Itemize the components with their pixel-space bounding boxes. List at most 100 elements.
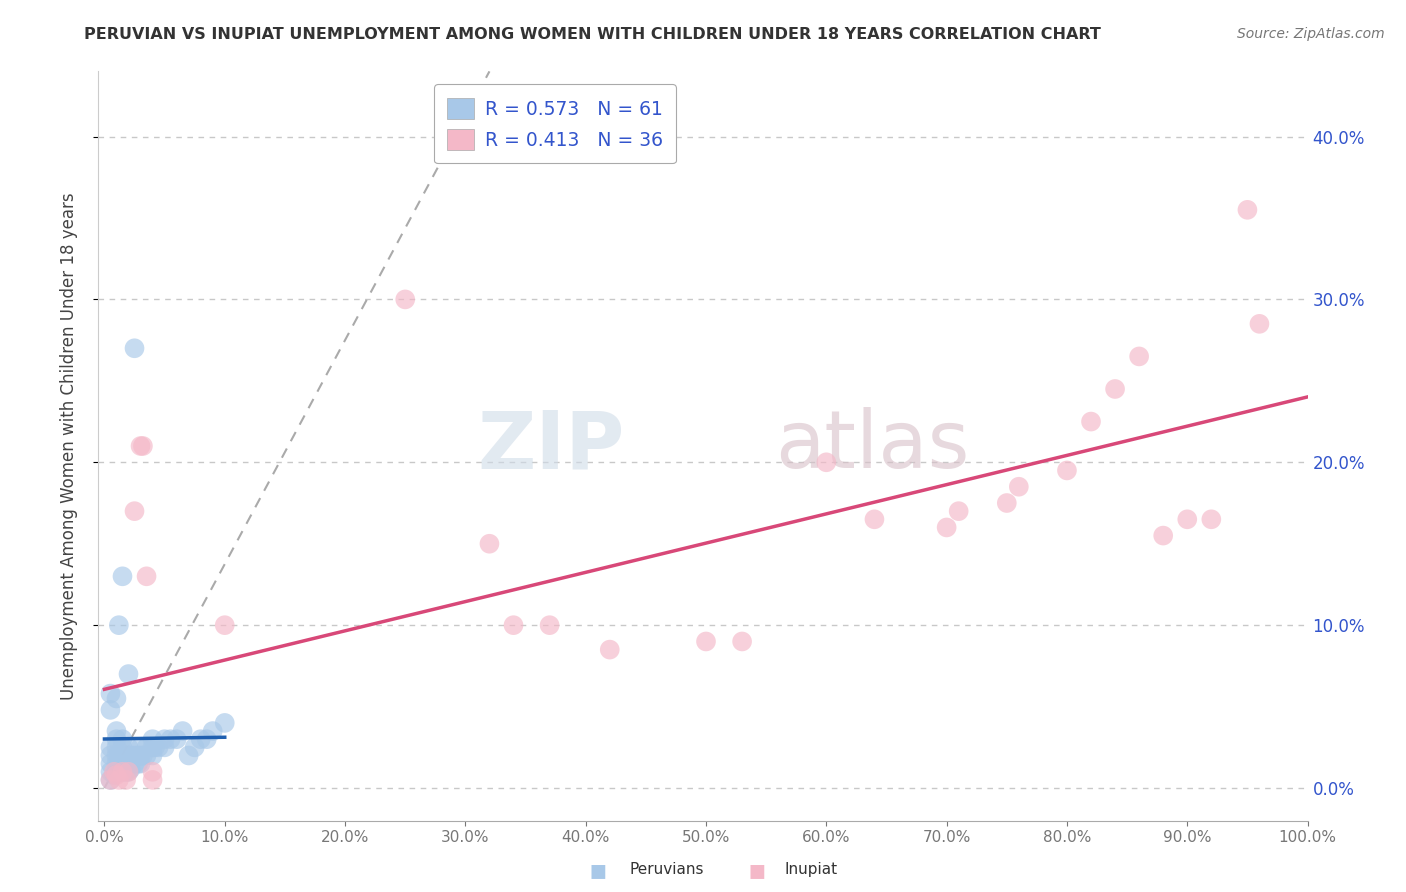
Point	[935, 520, 957, 534]
Point	[502, 618, 524, 632]
Point	[117, 764, 139, 779]
Point	[599, 642, 621, 657]
Point	[105, 691, 128, 706]
Text: ▪: ▪	[588, 855, 607, 884]
Point	[111, 732, 134, 747]
Point	[103, 764, 125, 779]
Point	[108, 748, 131, 763]
Point	[117, 667, 139, 681]
Point	[111, 748, 134, 763]
Point	[127, 756, 149, 771]
Point	[124, 504, 146, 518]
Point	[120, 762, 142, 776]
Point	[1236, 202, 1258, 217]
Point	[124, 756, 146, 771]
Point	[129, 439, 152, 453]
Point	[183, 740, 205, 755]
Point	[538, 618, 561, 632]
Point	[214, 618, 236, 632]
Point	[1008, 480, 1031, 494]
Point	[142, 748, 165, 763]
Point	[100, 756, 122, 771]
Point	[124, 748, 146, 763]
Text: atlas: atlas	[776, 407, 970, 485]
Point	[132, 748, 155, 763]
Point	[142, 772, 165, 787]
Point	[127, 748, 149, 763]
Point	[111, 569, 134, 583]
Point	[105, 724, 128, 739]
Text: ZIP: ZIP	[477, 407, 624, 485]
Point	[111, 764, 134, 779]
Point	[153, 740, 176, 755]
Text: Source: ZipAtlas.com: Source: ZipAtlas.com	[1237, 27, 1385, 41]
Point	[815, 455, 838, 469]
Point	[1128, 350, 1150, 364]
Point	[115, 772, 138, 787]
Point	[120, 748, 142, 763]
Point	[201, 724, 224, 739]
Point	[105, 756, 128, 771]
Point	[132, 439, 155, 453]
Y-axis label: Unemployment Among Women with Children Under 18 years: Unemployment Among Women with Children U…	[59, 192, 77, 700]
Point	[142, 764, 165, 779]
Point	[108, 756, 131, 771]
Point	[117, 764, 139, 779]
Point	[135, 748, 157, 763]
Point	[166, 732, 188, 747]
Point	[190, 732, 212, 747]
Point	[100, 764, 122, 779]
Point	[117, 756, 139, 771]
Text: Peruvians: Peruvians	[630, 863, 704, 877]
Point	[995, 496, 1018, 510]
Point	[100, 687, 122, 701]
Point	[100, 772, 122, 787]
Point	[195, 732, 218, 747]
Point	[129, 756, 152, 771]
Point	[153, 732, 176, 747]
Point	[117, 748, 139, 763]
Point	[177, 748, 200, 763]
Point	[108, 618, 131, 632]
Text: PERUVIAN VS INUPIAT UNEMPLOYMENT AMONG WOMEN WITH CHILDREN UNDER 18 YEARS CORREL: PERUVIAN VS INUPIAT UNEMPLOYMENT AMONG W…	[84, 27, 1101, 42]
Point	[1201, 512, 1223, 526]
Point	[478, 537, 501, 551]
Point	[108, 764, 131, 779]
Point	[105, 732, 128, 747]
Point	[111, 740, 134, 755]
Point	[214, 715, 236, 730]
Point	[1249, 317, 1271, 331]
Point	[100, 748, 122, 763]
Point	[1080, 415, 1102, 429]
Point	[135, 740, 157, 755]
Point	[105, 764, 128, 779]
Point	[111, 764, 134, 779]
Point	[124, 341, 146, 355]
Point	[142, 740, 165, 755]
Point	[695, 634, 717, 648]
Point	[135, 569, 157, 583]
Point	[129, 748, 152, 763]
Point	[148, 740, 170, 755]
Point	[105, 768, 128, 782]
Point	[100, 703, 122, 717]
Point	[120, 755, 142, 769]
Point	[1104, 382, 1126, 396]
Point	[105, 748, 128, 763]
Text: ▪: ▪	[747, 855, 766, 884]
Point	[100, 740, 122, 755]
Point	[394, 293, 416, 307]
Point	[129, 740, 152, 755]
Point	[108, 772, 131, 787]
Point	[1056, 463, 1078, 477]
Text: Inupiat: Inupiat	[785, 863, 838, 877]
Point	[159, 732, 181, 747]
Point	[115, 764, 138, 779]
Point	[103, 768, 125, 782]
Point	[731, 634, 754, 648]
Point	[1152, 528, 1174, 542]
Point	[117, 740, 139, 755]
Point	[1175, 512, 1198, 526]
Point	[100, 772, 122, 787]
Point	[172, 724, 194, 739]
